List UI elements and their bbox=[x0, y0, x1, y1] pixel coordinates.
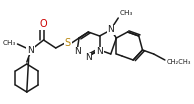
Text: N: N bbox=[27, 46, 34, 54]
Text: CH₂CH₃: CH₂CH₃ bbox=[167, 59, 191, 65]
Text: N: N bbox=[85, 53, 92, 63]
Text: N: N bbox=[107, 25, 114, 35]
Text: N: N bbox=[74, 48, 81, 56]
Text: O: O bbox=[40, 19, 47, 29]
Text: S: S bbox=[65, 38, 71, 48]
Text: CH₃: CH₃ bbox=[120, 10, 133, 16]
Text: CH₃: CH₃ bbox=[2, 40, 16, 46]
Text: N: N bbox=[96, 48, 103, 56]
